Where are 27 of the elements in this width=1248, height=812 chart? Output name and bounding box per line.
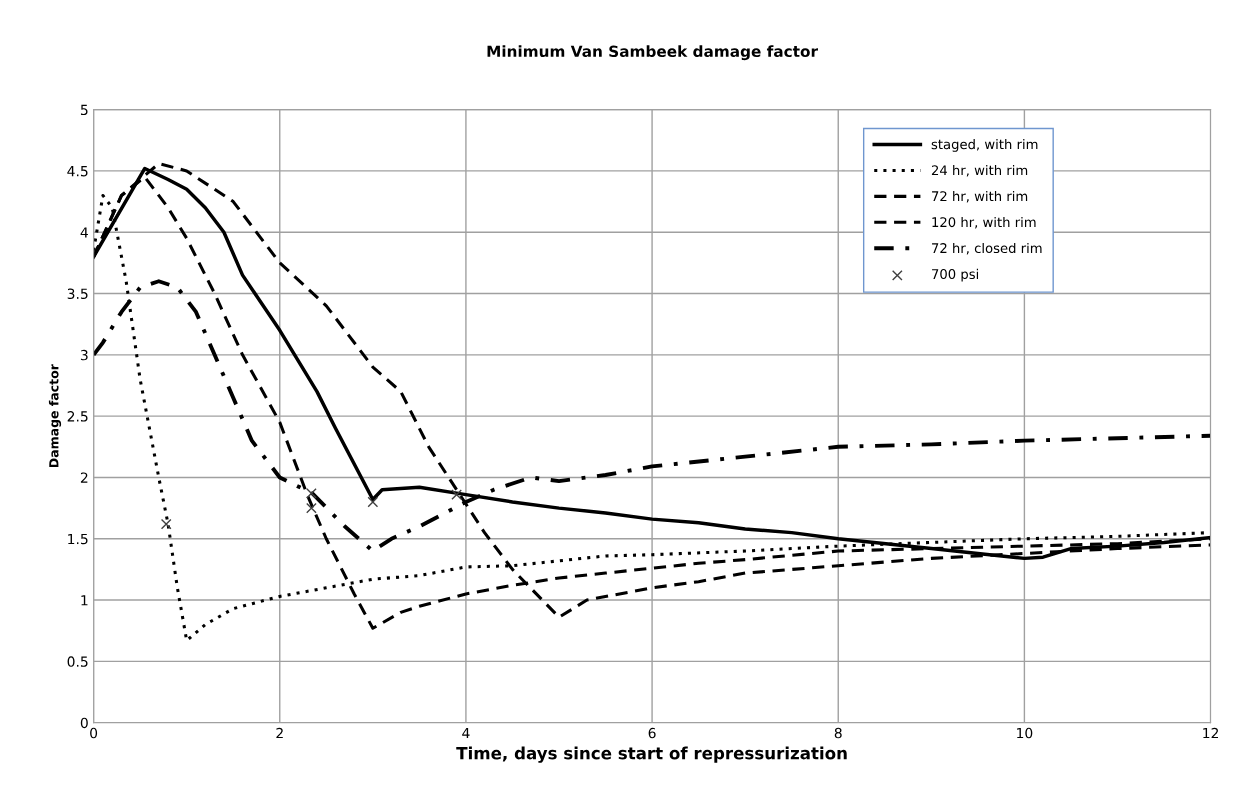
x-tick-label: 10 — [1017, 727, 1033, 739]
y-tick-label: 4 — [80, 227, 88, 238]
x-tick-label: 12 — [1203, 727, 1219, 739]
legend-label: 72 hr, with rim — [932, 190, 1028, 203]
legend-label: 72 hr, closed rim — [932, 242, 1042, 255]
y-tick-label: 1.5 — [68, 533, 88, 545]
x-tick-label: 8 — [834, 727, 842, 739]
y-tick-label: 4.5 — [67, 166, 88, 177]
y-tick-label: 3.5 — [67, 288, 88, 300]
y-tick-label: 2.5 — [67, 411, 88, 422]
legend-label: 120 hr, with rim — [932, 216, 1036, 229]
x-axis-title: Time, days since start of repressurization — [456, 746, 847, 763]
legend-label: 700 psi — [932, 268, 979, 282]
y-tick-label: 2 — [80, 472, 88, 483]
chart-title: Minimum Van Sambeek damage factor — [487, 45, 818, 61]
legend-label: staged, with rim — [931, 139, 1038, 152]
y-tick-label: 1 — [81, 595, 88, 606]
x-tick-label: 2 — [276, 727, 283, 739]
x-tick-label: 0 — [90, 727, 98, 739]
legend-label: 24 hr, with rim — [931, 165, 1028, 177]
y-tick-label: 0 — [80, 717, 88, 729]
x-tick-label: 6 — [648, 727, 656, 739]
x-tick-label: 4 — [462, 727, 470, 739]
y-tick-label: 0.5 — [67, 656, 88, 667]
y-tick-label: 5 — [80, 104, 88, 116]
y-axis-title: Damage factor — [48, 364, 62, 468]
y-tick-label: 3 — [80, 349, 88, 361]
